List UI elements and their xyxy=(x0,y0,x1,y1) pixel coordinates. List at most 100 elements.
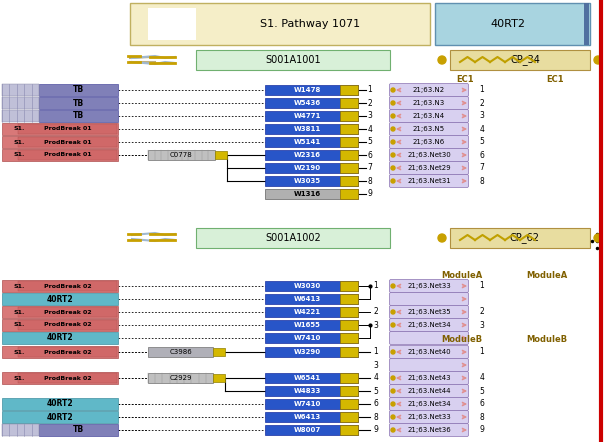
Text: W2190: W2190 xyxy=(294,165,321,171)
Text: ProdBreak 01: ProdBreak 01 xyxy=(44,126,92,132)
Bar xyxy=(196,228,390,248)
Text: 2: 2 xyxy=(368,99,372,107)
Bar xyxy=(265,98,358,108)
Text: 5: 5 xyxy=(373,386,378,396)
FancyBboxPatch shape xyxy=(389,175,469,187)
Circle shape xyxy=(391,127,395,131)
Bar xyxy=(340,85,358,95)
Text: 8: 8 xyxy=(373,412,378,422)
FancyBboxPatch shape xyxy=(389,122,469,136)
Bar xyxy=(2,332,118,344)
Circle shape xyxy=(391,166,395,170)
Text: 8: 8 xyxy=(368,176,372,186)
Text: 21;63.Net31: 21;63.Net31 xyxy=(407,178,451,184)
Text: W3811: W3811 xyxy=(294,126,321,132)
Bar xyxy=(435,3,590,45)
Bar xyxy=(18,150,117,160)
Bar xyxy=(2,293,118,305)
Bar xyxy=(18,137,117,147)
Text: 1: 1 xyxy=(373,347,378,357)
Bar xyxy=(2,280,118,292)
Text: 21;63.Net43: 21;63.Net43 xyxy=(407,375,451,381)
Bar xyxy=(265,425,358,435)
Bar xyxy=(265,85,358,95)
FancyBboxPatch shape xyxy=(389,371,469,385)
Text: 21;63.Net33: 21;63.Net33 xyxy=(407,414,451,420)
Bar xyxy=(265,333,358,343)
Bar xyxy=(265,320,358,330)
Text: ModuleA: ModuleA xyxy=(441,271,483,279)
Bar xyxy=(2,110,39,122)
Text: ProdBreak 01: ProdBreak 01 xyxy=(44,152,92,157)
Text: S1.: S1. xyxy=(14,140,25,145)
Text: 21;63.N3: 21;63.N3 xyxy=(413,100,445,106)
FancyBboxPatch shape xyxy=(389,411,469,423)
Text: 8: 8 xyxy=(480,412,484,422)
Bar xyxy=(2,84,39,96)
Text: TB: TB xyxy=(73,426,84,434)
Bar xyxy=(265,163,358,173)
Text: S1.: S1. xyxy=(14,152,25,157)
Text: 6: 6 xyxy=(373,400,378,408)
Text: 1: 1 xyxy=(368,85,372,95)
Circle shape xyxy=(391,428,395,432)
FancyBboxPatch shape xyxy=(389,279,469,293)
Text: W7410: W7410 xyxy=(294,335,321,341)
Bar xyxy=(340,386,358,396)
Text: 40RT2: 40RT2 xyxy=(490,19,526,29)
Bar xyxy=(2,319,118,331)
Bar xyxy=(2,306,118,318)
Bar xyxy=(148,150,215,160)
Text: S001A1001: S001A1001 xyxy=(265,55,321,65)
Bar xyxy=(39,424,118,436)
Text: ProdBreak 02: ProdBreak 02 xyxy=(44,309,92,315)
Bar xyxy=(584,3,589,45)
Circle shape xyxy=(391,350,395,354)
Text: 40RT2: 40RT2 xyxy=(47,400,73,408)
Text: W4771: W4771 xyxy=(294,113,321,119)
Circle shape xyxy=(391,88,395,92)
Text: 3: 3 xyxy=(373,320,378,329)
Text: TB: TB xyxy=(73,111,84,121)
Text: 7: 7 xyxy=(480,164,485,172)
Bar xyxy=(265,412,358,422)
Text: C2929: C2929 xyxy=(170,375,192,381)
Text: W3290: W3290 xyxy=(294,349,321,355)
Circle shape xyxy=(391,153,395,157)
Bar xyxy=(450,50,590,70)
Text: ProdBreak 01: ProdBreak 01 xyxy=(44,140,92,145)
Text: 21;63.Net30: 21;63.Net30 xyxy=(407,152,451,158)
Text: 8: 8 xyxy=(480,176,484,186)
Bar xyxy=(340,163,358,173)
Text: ProdBreak 02: ProdBreak 02 xyxy=(44,323,92,328)
Circle shape xyxy=(391,140,395,144)
Circle shape xyxy=(391,284,395,288)
FancyBboxPatch shape xyxy=(389,346,469,358)
Bar xyxy=(265,137,358,147)
Text: 3: 3 xyxy=(368,111,373,121)
Text: TB: TB xyxy=(73,85,84,95)
Text: W6413: W6413 xyxy=(294,296,321,302)
Text: 4: 4 xyxy=(480,125,485,133)
Bar xyxy=(265,189,358,199)
Text: 9: 9 xyxy=(368,190,373,198)
Bar xyxy=(265,124,358,134)
Text: 21;63.Net44: 21;63.Net44 xyxy=(407,388,451,394)
Text: W1478: W1478 xyxy=(294,87,321,93)
Text: W4833: W4833 xyxy=(294,388,321,394)
Text: W1316: W1316 xyxy=(294,191,321,197)
FancyBboxPatch shape xyxy=(389,96,469,110)
Bar xyxy=(340,98,358,108)
Bar xyxy=(265,386,358,396)
Text: 1: 1 xyxy=(480,347,484,357)
Text: 4: 4 xyxy=(368,125,373,133)
Text: S1.: S1. xyxy=(14,350,25,354)
Text: 21;63.Net34: 21;63.Net34 xyxy=(407,322,451,328)
Bar xyxy=(340,176,358,186)
FancyBboxPatch shape xyxy=(389,385,469,397)
Text: 7: 7 xyxy=(368,164,373,172)
Text: W1655: W1655 xyxy=(294,322,321,328)
Text: 3: 3 xyxy=(480,320,485,329)
Text: 3: 3 xyxy=(480,111,485,121)
Bar xyxy=(18,320,117,330)
